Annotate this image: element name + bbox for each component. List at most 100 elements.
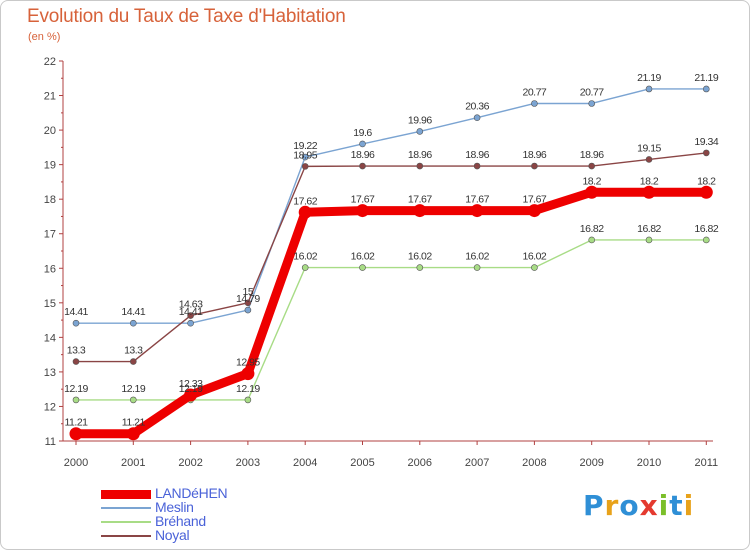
data-point <box>72 396 80 404</box>
y-tick-label: 13 <box>44 367 56 379</box>
legend-label: Meslin <box>155 499 194 515</box>
data-label: 12.19 <box>236 383 260 395</box>
data-label: 17.67 <box>523 194 547 206</box>
data-point <box>244 306 252 314</box>
data-label: 19.96 <box>408 114 432 126</box>
series-line-2 <box>75 239 707 401</box>
data-label: 19.6 <box>353 127 372 139</box>
legend-item: Bréhand <box>101 513 301 529</box>
y-tick-label: 18 <box>44 194 56 206</box>
data-label: 14.63 <box>179 299 203 311</box>
data-point <box>588 100 596 107</box>
x-tick-label: 2011 <box>694 457 718 469</box>
chart-subtitle: (en %) <box>28 31 61 43</box>
data-point <box>187 319 194 327</box>
data-point <box>413 204 427 218</box>
proxiti-logo: Proxiti <box>583 489 694 522</box>
data-label: 21.19 <box>637 72 661 84</box>
data-point <box>531 162 538 170</box>
data-point <box>298 205 312 219</box>
x-tick-label: 2001 <box>121 457 145 469</box>
logo-letter: P <box>583 489 605 522</box>
data-label: 13.3 <box>67 345 86 357</box>
y-tick-label: 21 <box>44 91 56 103</box>
data-point <box>470 204 484 218</box>
data-point <box>359 264 366 271</box>
data-label: 12.19 <box>179 383 203 395</box>
chart-title: Evolution du Taux de Taxe d'Habitation <box>27 6 346 27</box>
data-point <box>187 312 194 319</box>
data-point <box>702 149 710 157</box>
legend-swatch <box>101 489 151 499</box>
data-label: 19.34 <box>694 136 718 148</box>
data-label: 12.19 <box>121 383 145 395</box>
data-label: 16.02 <box>408 251 432 263</box>
data-label: 16.82 <box>694 223 718 235</box>
data-point <box>69 427 83 441</box>
data-label: 20.77 <box>580 86 604 98</box>
data-label: 16.82 <box>580 223 604 235</box>
legend-label: Bréhand <box>155 513 206 529</box>
data-label: 13.3 <box>124 345 143 357</box>
data-label: 18.2 <box>640 175 659 187</box>
x-tick-label: 2006 <box>408 457 432 469</box>
data-point <box>473 114 481 121</box>
data-label: 18.2 <box>582 175 601 187</box>
data-label: 12.95 <box>236 357 260 369</box>
data-point <box>645 236 653 244</box>
logo-letter: i <box>658 489 670 522</box>
data-point <box>588 236 596 244</box>
data-label: 16.02 <box>523 251 547 263</box>
data-label: 16.02 <box>465 251 489 263</box>
y-tick-label: 14 <box>44 332 56 344</box>
legend-label: LANDéHEN <box>155 485 228 501</box>
data-label: 11.21 <box>122 417 146 429</box>
data-point <box>244 299 252 307</box>
data-point <box>588 162 596 170</box>
data-label: 18.96 <box>465 149 489 161</box>
data-point <box>130 319 137 327</box>
data-label: 17.62 <box>293 195 317 207</box>
data-point <box>356 204 369 218</box>
data-point <box>699 185 713 199</box>
data-point <box>585 185 599 199</box>
logo-letter: i <box>683 489 695 522</box>
data-label: 14.79 <box>236 293 260 305</box>
data-label: 18.96 <box>523 149 547 161</box>
data-point <box>702 85 710 93</box>
data-label: 12.33 <box>179 378 203 390</box>
data-point <box>244 396 252 404</box>
data-label: 14.41 <box>64 306 88 318</box>
data-point <box>527 204 541 218</box>
data-label: 14.41 <box>179 306 203 318</box>
data-label: 18.95 <box>293 149 317 161</box>
data-label: 14.41 <box>121 306 145 318</box>
data-point <box>301 153 309 161</box>
data-label: 12.19 <box>64 383 88 395</box>
data-label: 19.15 <box>637 142 661 154</box>
data-point <box>416 264 424 271</box>
data-point <box>359 162 366 170</box>
legend-item: Meslin <box>101 499 301 515</box>
data-label: 11.21 <box>65 417 89 429</box>
y-tick-label: 12 <box>44 401 56 413</box>
data-point <box>301 264 309 271</box>
legend-swatch <box>101 535 151 537</box>
data-point <box>130 396 137 404</box>
data-label: 17.67 <box>351 194 375 206</box>
data-point <box>473 162 481 170</box>
x-tick-label: 2003 <box>236 457 260 469</box>
x-tick-label: 2009 <box>579 457 603 469</box>
data-label: 18.96 <box>580 149 604 161</box>
data-label: 16.02 <box>293 251 317 263</box>
legend-swatch <box>101 507 151 509</box>
y-tick-label: 17 <box>44 229 56 241</box>
data-label: 18.2 <box>697 175 716 187</box>
series-line-0 <box>71 187 711 439</box>
data-point <box>72 358 80 365</box>
x-tick-label: 2000 <box>64 457 88 469</box>
y-tick-label: 11 <box>45 436 56 448</box>
x-tick-label: 2007 <box>465 457 489 469</box>
